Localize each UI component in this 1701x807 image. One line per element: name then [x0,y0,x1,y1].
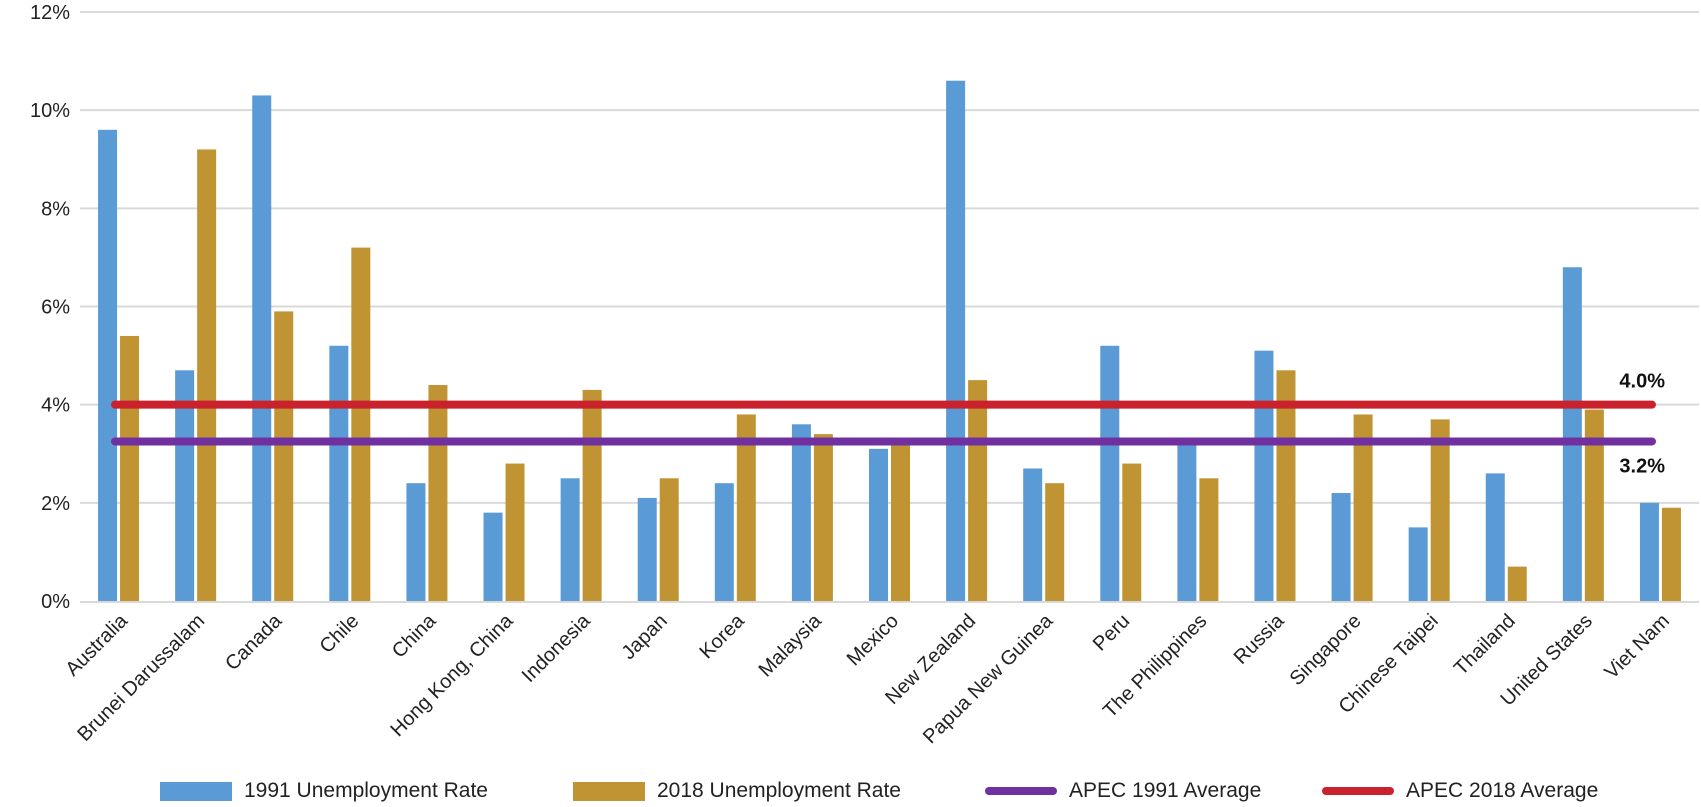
legend-item-1991-average: APEC 1991 Average [985,778,1261,804]
y-tick-label: 8% [41,198,70,220]
apec-2018-average-label: 4.0% [1619,371,1665,393]
y-axis-ticks: 0% 2% 4% 6% 8% 10% 12% [30,2,70,613]
category-label: Malaysia [755,609,827,681]
bar-1991 [946,80,966,601]
category-label: Indonesia [518,609,596,687]
bar-2018 [505,463,525,601]
bar-2018 [1276,370,1296,601]
legend-swatch-2018-average [1322,787,1394,795]
bar-1991 [1177,439,1197,601]
bar-2018 [120,335,140,601]
bar-2018 [813,434,833,601]
bar-1991 [869,448,888,601]
y-tick-label: 10% [30,100,70,122]
bar-2018 [197,149,217,601]
category-label: Peru [1089,610,1134,655]
bar-1991 [714,483,734,601]
category-label: Brunei Darussalam [73,610,209,746]
bar-2018 [351,247,371,601]
bar-1991 [1023,468,1043,601]
legend-label-1991-rate: 1991 Unemployment Rate [244,779,488,802]
legend-label-1991-average: APEC 1991 Average [1069,779,1262,802]
bar-2018 [1122,463,1142,601]
bar-1991 [175,370,195,601]
category-label: Canada [221,609,287,675]
bar-2018 [274,311,294,601]
category-label: China [388,609,441,662]
y-tick-label: 4% [41,395,70,417]
category-label: Viet Nam [1601,610,1674,683]
bar-2018 [428,385,448,601]
legend-swatch-1991-rate [160,781,232,801]
category-label: Korea [696,609,750,663]
legend-item-2018-average: APEC 2018 Average [1322,778,1598,804]
bar-1991 [1254,350,1274,601]
bar-2018 [1353,414,1373,601]
category-label: Thailand [1450,610,1520,680]
bar-1991 [560,478,580,601]
bar-1991 [406,483,426,601]
bar-2018 [891,439,910,601]
bar-1991 [1331,493,1351,601]
bar-1991 [329,345,349,601]
category-label: Australia [62,609,133,680]
bar-1991 [1100,345,1120,601]
bar-2018 [659,478,679,601]
grid-layer [80,11,1699,504]
bar-2018 [1045,483,1065,601]
y-tick-label: 2% [41,493,70,515]
bar-1991 [1485,473,1505,601]
bars [98,80,1681,602]
legend-swatch-1991-average [985,787,1057,795]
bar-2018 [736,414,756,601]
category-label: Mexico [843,610,903,670]
y-tick-label: 6% [41,297,70,319]
average-lines: 3.2% 4.0% [111,371,1665,477]
category-label: Singapore [1286,610,1366,690]
bar-2018 [1199,478,1219,601]
bar-1991 [637,497,657,601]
apec-1991-average-label: 3.2% [1619,455,1665,477]
bar-2018 [1430,419,1450,601]
legend-swatch-2018-rate [573,781,645,801]
bar-2018 [1661,507,1681,601]
y-tick-label: 12% [30,2,70,24]
legend-label-2018-average: APEC 2018 Average [1406,779,1599,802]
legend-item-2018-rate: 2018 Unemployment Rate [573,778,901,804]
bar-2018 [968,380,988,601]
bar-1991 [791,424,811,601]
bar-1991 [1562,267,1582,601]
bar-1991 [1639,502,1659,601]
bar-1991 [252,95,272,602]
y-tick-label: 0% [41,591,70,613]
category-label: Japan [618,610,672,664]
bar-2018 [582,389,602,601]
bar-1991 [98,129,118,602]
bar-1991 [483,512,503,601]
category-label: Russia [1230,609,1289,668]
legend: 1991 Unemployment Rate 2018 Unemployment… [0,778,1701,804]
bar-2018 [1584,409,1604,601]
legend-label-2018-rate: 2018 Unemployment Rate [657,779,901,802]
bar-1991 [1408,527,1428,601]
category-label: Chile [316,610,364,658]
bar-2018 [1507,566,1527,601]
category-label: Papua New Guinea [919,609,1058,748]
chart: 0% 2% 4% 6% 8% 10% 12% 3.2% 4.0% AustraliaBrune… [30,2,1699,748]
legend-item-1991-rate: 1991 Unemployment Rate [160,778,488,804]
